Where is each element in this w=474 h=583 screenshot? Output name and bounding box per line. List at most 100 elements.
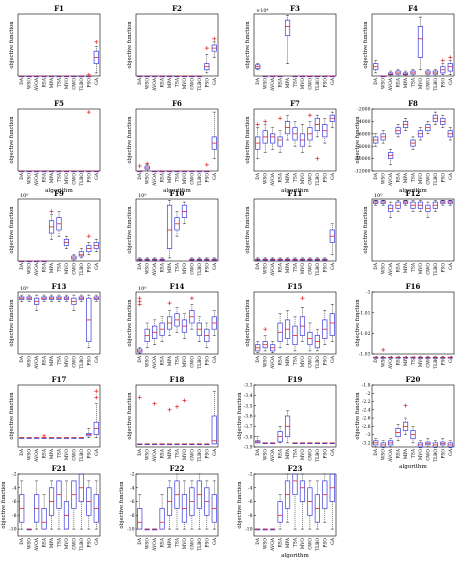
x-tick-label: MVO <box>301 78 306 90</box>
axes-frame <box>253 13 337 77</box>
subplot-f20: F20 -3.2 -3 -2.8 -2.6 -2.4 -2.2 -2 -1.8objective… <box>355 375 455 470</box>
subplot-f2: F2 objective function DA WSO AVOA RSA MPA TSA MV… <box>127 4 219 92</box>
subplot-title: F18 <box>170 375 185 384</box>
axes-frame <box>17 384 101 448</box>
x-tick-label: DA <box>138 537 143 545</box>
x-tick-label: GA <box>95 262 100 270</box>
x-tick-label: TLBO <box>198 263 203 276</box>
x-tick-label: PSO <box>205 173 210 183</box>
box <box>137 508 143 530</box>
x-tick-label: AVOA <box>271 355 276 370</box>
x-tick-label: MVO <box>65 78 70 90</box>
x-tick-label: GWO <box>190 173 195 185</box>
axis-exponent: ×10⁴ <box>256 8 269 14</box>
x-tick-label: TSA <box>294 537 299 547</box>
subplot-f18: F18 objective function DA WSO AVOA RSA MPA TSA M… <box>127 375 219 463</box>
x-tick-label: WSO <box>28 173 33 185</box>
x-tick-label: PSO <box>441 78 446 88</box>
x-tick-label: AVOA <box>389 77 394 92</box>
x-tick-label: DA <box>256 172 261 180</box>
x-tick-label: AVOA <box>153 448 158 463</box>
x-tick-label: GWO <box>72 78 77 90</box>
y-tick-label: -2000 <box>357 107 370 113</box>
x-tick-label: TLBO <box>316 173 321 186</box>
y-tick-label: -8 <box>12 513 17 519</box>
y-tick-label: -10 <box>127 527 134 533</box>
subplot-title: F2 <box>172 4 182 13</box>
y-axis-label: objective function <box>9 21 15 69</box>
box <box>329 313 335 336</box>
x-tick-label: TSA <box>412 172 417 182</box>
x-tick-label: GWO <box>190 538 195 550</box>
y-tick-label: -3.6 <box>244 414 253 420</box>
y-axis-label: objective function <box>9 299 15 347</box>
subplot-f17: F17 objective function DA WSO AVOA RSA MPA TSA M… <box>9 375 101 463</box>
x-tick-label: PSO <box>441 449 446 459</box>
subplot-f19: F19 -3.9 -3.8 -3.7 -3.6 -3.5 -3.4 -3.3objective… <box>237 375 337 463</box>
x-tick-label: PSO <box>323 78 328 88</box>
axes-frame <box>17 198 101 262</box>
x-tick-label: TSA <box>294 448 299 458</box>
x-tick-label: GWO <box>190 263 195 275</box>
x-tick-label: AVOA <box>271 537 276 552</box>
x-tick-label: RSA <box>279 448 284 458</box>
x-tick-label: GA <box>331 448 336 456</box>
y-axis-label: objective function <box>245 21 251 69</box>
x-tick-label: MVO <box>183 449 188 461</box>
y-tick-label: -1.02 <box>359 331 371 337</box>
y-axis-label: objective function <box>355 299 361 347</box>
x-tick-label: MPA <box>286 448 291 459</box>
subplot-f22: F22 -10 -8 -6 -4 -2 objective function DA WSO AVO… <box>119 464 219 552</box>
x-tick-label: MPA <box>286 537 291 548</box>
x-tick-label: DA <box>256 448 261 456</box>
y-axis-label: objective function <box>363 206 369 254</box>
subplot-title: F20 <box>406 375 421 384</box>
x-tick-label: GA <box>213 448 218 456</box>
axes-frame <box>371 384 455 448</box>
box <box>447 63 453 72</box>
subplot-f7: F7 objective function DA WSO AVOA RSA MPA TSA MV… <box>245 99 337 194</box>
subplot-f8: F8 -12000 -10000 -8000 -6000 -4000 -2000 object… <box>354 99 455 194</box>
x-tick-label: DA <box>138 77 143 85</box>
x-tick-label: TLBO <box>80 173 85 186</box>
y-tick-label: -3.2 <box>362 440 371 446</box>
x-tick-label: AVOA <box>35 262 40 277</box>
axes-frame <box>17 13 101 77</box>
x-tick-label: DA <box>138 262 143 270</box>
box <box>159 508 165 530</box>
x-tick-label: MVO <box>65 449 70 461</box>
y-tick-label: -2.8 <box>362 424 371 430</box>
box <box>270 133 276 144</box>
y-tick-label: -3.3 <box>244 383 253 389</box>
x-tick-label: DA <box>20 448 25 456</box>
box <box>78 251 84 257</box>
subplot-title: F17 <box>52 375 67 384</box>
x-tick-label: TSA <box>294 355 299 365</box>
x-tick-label: TSA <box>176 172 181 182</box>
y-tick-label: -3 <box>366 432 371 438</box>
x-tick-label: GA <box>213 537 218 545</box>
box <box>417 26 424 58</box>
x-tick-label: WSO <box>264 538 269 550</box>
y-tick-label: -3.5 <box>244 403 253 409</box>
subplot-title: F10 <box>170 189 185 198</box>
subplot-f1: F1 objective function DA WSO AVOA RSA MPA TSA MV… <box>9 4 101 92</box>
axes-frame <box>253 108 337 172</box>
subplot-f21: F21 -10 -8 -6 -4 -2 objective function DA WSO AVO… <box>1 464 101 552</box>
x-tick-label: TLBO <box>80 356 85 369</box>
axes-frame <box>17 108 101 172</box>
subplot-title: F6 <box>172 99 182 108</box>
x-tick-label: TSA <box>58 355 63 365</box>
y-tick-label: -3.7 <box>244 424 253 430</box>
x-tick-label: GA <box>331 77 336 85</box>
x-tick-label: MPA <box>286 172 291 183</box>
x-tick-label: GA <box>95 77 100 85</box>
x-tick-label: PSO <box>205 449 210 459</box>
x-tick-label: TSA <box>58 537 63 547</box>
x-tick-label: DA <box>374 172 379 180</box>
y-tick-label: -2.2 <box>362 399 371 405</box>
x-tick-label: TLBO <box>198 356 203 369</box>
x-tick-label: MVO <box>419 78 424 90</box>
y-tick-label: -4 <box>12 485 17 491</box>
x-tick-label: TSA <box>58 448 63 458</box>
